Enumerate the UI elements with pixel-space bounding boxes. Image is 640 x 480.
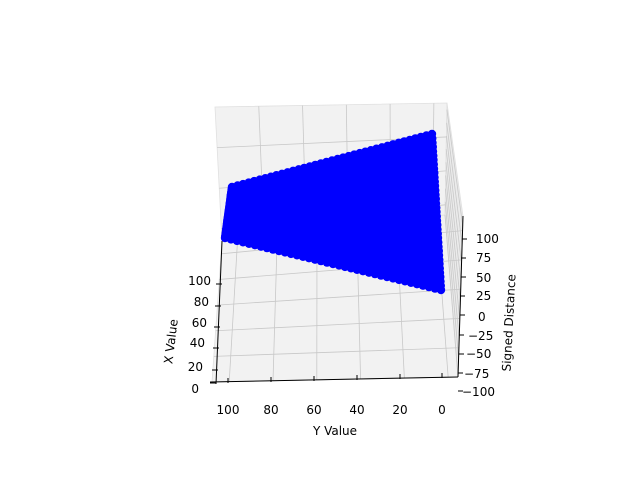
x-tick-label-text: 100 (188, 274, 211, 288)
z-tick-label-text: −25 (468, 329, 493, 343)
scatter-points (220, 129, 446, 295)
x-tick-label: 60 (192, 316, 207, 330)
z-tick-label: 25 (476, 289, 491, 303)
grid-line (445, 188, 460, 340)
z-tick-label: 100 (476, 232, 499, 246)
y-tick-label: 40 (349, 403, 364, 417)
z-tick-label: 75 (476, 251, 491, 265)
y-axis: 100 80 60 40 20 0 Y Value (209, 376, 459, 438)
z-tick-label: −75 (464, 367, 489, 381)
x-tick-label: 40 (190, 336, 205, 350)
y-axis-line (209, 376, 459, 383)
grid-line (213, 347, 459, 357)
grid-line (228, 239, 239, 382)
x-tick-label-text: 20 (188, 360, 203, 374)
z-tick-label-text: 100 (476, 232, 499, 246)
x-tick-label-text: 40 (190, 336, 205, 350)
y-tick-label-text: 100 (217, 403, 240, 417)
z-axis: −100 −75 −50 −25 0 25 50 75 100 Signed D… (457, 215, 519, 399)
y-tick-label-text: 80 (263, 403, 278, 417)
y-tick-label: 0 (438, 403, 446, 417)
x-tick-label: 20 (188, 360, 203, 374)
grid-line (446, 135, 462, 264)
y-tick-label: 100 (217, 403, 240, 417)
x-tick-label-text: 80 (194, 295, 209, 309)
x-axis: 0 20 40 60 80 100 X Value (161, 240, 223, 396)
y-axis-label: Y Value (312, 424, 357, 438)
z-tick-label-text: −50 (466, 347, 491, 361)
y-tick-label-text: 20 (392, 403, 407, 417)
grid-line (445, 175, 461, 321)
data-point (436, 285, 446, 295)
z-tick-label-text: −75 (464, 367, 489, 381)
grid-line (445, 162, 461, 302)
x-tick-label: 80 (194, 295, 209, 309)
y-tick-label: 80 (263, 403, 278, 417)
y-tick-label-text: 0 (438, 403, 446, 417)
z-tick-label-text: 0 (478, 310, 486, 324)
x-tick-label: 0 (191, 382, 199, 396)
grid-line (444, 201, 459, 359)
grid-line (444, 214, 459, 378)
x-tick-label-text: 60 (192, 316, 207, 330)
grid-line (215, 318, 460, 332)
grid-line (445, 149, 462, 283)
x-tick-label-text: 0 (191, 382, 199, 396)
grid-line (217, 288, 461, 306)
x-tick-label: 100 (188, 274, 211, 288)
z-tick-label-text: 75 (476, 251, 491, 265)
z-tick-label: 50 (476, 271, 491, 285)
z-axis-label: Signed Distance (499, 274, 518, 372)
axes-3d: 0 20 40 60 80 100 X Value 100 80 60 40 2… (161, 102, 519, 438)
z-tick-label-text: 50 (476, 271, 491, 285)
z-tick-label-text: −100 (462, 385, 495, 399)
z-tick-label: 0 (478, 310, 486, 324)
x-axis-label: X Value (161, 318, 180, 364)
z-tick-label: −50 (466, 347, 491, 361)
y-tick-label: 20 (392, 403, 407, 417)
z-tick-label: −25 (468, 329, 493, 343)
grid-line (446, 109, 464, 226)
grid-line (272, 234, 278, 381)
y-tick-label: 60 (306, 403, 321, 417)
y-tick-label-text: 40 (349, 403, 364, 417)
x-axis-line (215, 240, 223, 385)
z-tick-label-text: 25 (476, 289, 491, 303)
z-tick-label: −100 (462, 385, 495, 399)
grid-line (446, 122, 463, 245)
y-tick-label-text: 60 (306, 403, 321, 417)
